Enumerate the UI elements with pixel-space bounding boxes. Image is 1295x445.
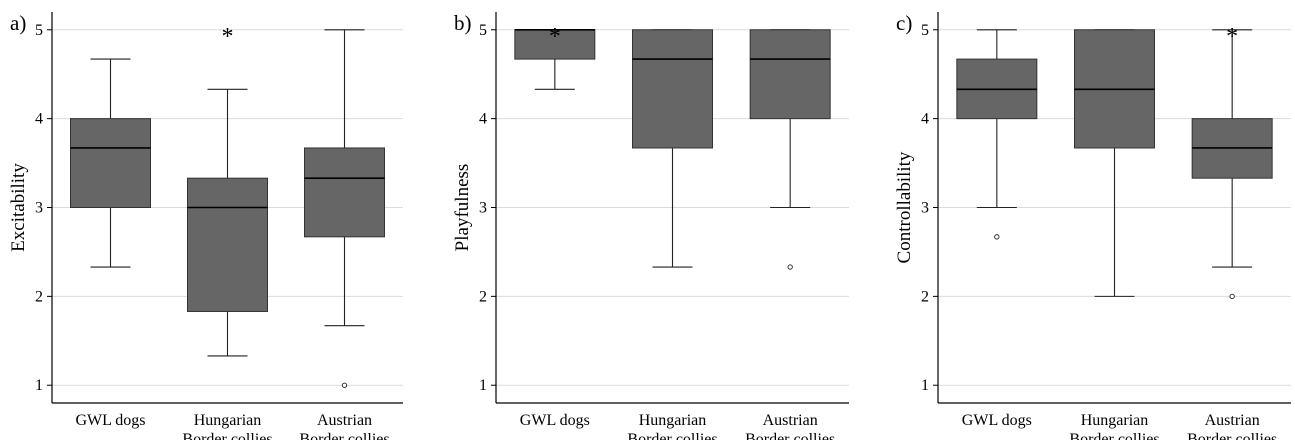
panel-label: c): [896, 11, 912, 35]
y-tick-label: 4: [479, 111, 487, 128]
y-tick-label: 5: [479, 22, 487, 39]
box-1: [514, 28, 596, 90]
chart-panel-2: 1 2 3 4 5 b) Playfulness GWL dogs Hungarian Borde…: [452, 11, 849, 445]
iqr-box: [304, 147, 385, 238]
y-tick-label: 2: [921, 288, 929, 305]
y-axis-label: Playfulness: [452, 164, 473, 252]
box-2: [1074, 29, 1155, 297]
outlier-point: [787, 264, 793, 270]
x-tick-label: GWL dogs: [520, 412, 590, 429]
box-3: [304, 29, 385, 388]
x-tick-label: GWL dogs: [962, 412, 1032, 429]
y-tick-label: 5: [35, 22, 43, 39]
y-tick-label: 4: [921, 111, 929, 128]
iqr-box: [749, 29, 831, 120]
outlier-point: [341, 382, 348, 388]
box-1: [70, 58, 151, 268]
iqr-box: [187, 177, 268, 312]
chart-panel-1: 1 2 3 4 5 a) Excitability GWL dogs Hungarian Bord…: [8, 11, 403, 445]
iqr-box: [70, 118, 151, 208]
x-tick-label: Hungarian Border collies: [627, 412, 717, 440]
x-tick-label: Austrian Border collies: [1187, 412, 1277, 440]
y-tick-label: 3: [35, 200, 43, 217]
box-3: [749, 29, 831, 270]
y-axis-label: Excitability: [8, 163, 29, 252]
outlier-point: [994, 234, 1000, 240]
panel-label: b): [454, 11, 472, 35]
outlier-point: [1229, 293, 1235, 300]
y-tick-label: 1: [921, 377, 929, 394]
significance-star: *: [1226, 24, 1238, 50]
chart-panel-3: 1 2 3 4 5 c) Controllability GWL dogs Hungarian B…: [894, 11, 1291, 445]
y-axis-label: Controllability: [894, 151, 915, 263]
box-2: [187, 88, 268, 357]
significance-star: *: [222, 24, 234, 50]
y-tick-label: 1: [479, 377, 487, 394]
panel-label: a): [10, 11, 26, 35]
y-tick-label: 2: [479, 288, 487, 305]
box-1: [956, 29, 1038, 240]
x-tick-label: Hungarian Border collies: [1069, 412, 1159, 440]
y-tick-label: 2: [35, 288, 43, 305]
x-tick-label: Austrian Border collies: [745, 412, 835, 440]
box-3: [1191, 29, 1273, 300]
y-tick-label: 4: [35, 111, 43, 128]
y-tick-label: 3: [479, 200, 487, 217]
x-tick-label: Hungarian Border collies: [182, 412, 272, 440]
x-tick-label: GWL dogs: [75, 412, 145, 429]
iqr-box: [632, 29, 713, 149]
y-tick-label: 5: [921, 22, 929, 39]
y-tick-label: 3: [921, 200, 929, 217]
significance-star: *: [549, 24, 561, 50]
x-tick-label: Austrian Border collies: [299, 412, 389, 440]
y-tick-label: 1: [35, 377, 43, 394]
box-2: [632, 29, 713, 268]
